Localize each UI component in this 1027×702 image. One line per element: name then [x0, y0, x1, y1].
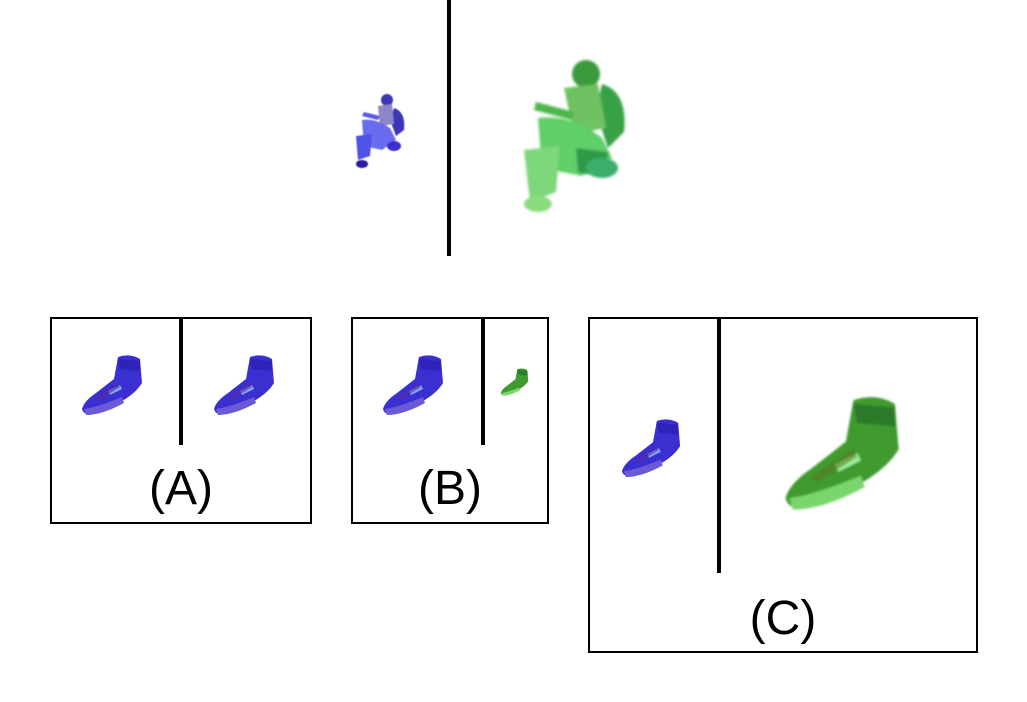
panel-a-label: (A) — [149, 462, 213, 515]
scooter-blue-figure — [356, 94, 405, 168]
panel-b-divider — [481, 319, 485, 445]
panel-b-right-shoe — [500, 368, 529, 396]
panel-b-left-shoe — [383, 355, 443, 415]
panel-c-label: (C) — [749, 592, 817, 645]
panel-c-right-shoe — [785, 397, 899, 510]
top-divider — [447, 0, 451, 256]
panel-c-left-shoe — [621, 419, 681, 478]
panel-a-divider — [179, 319, 183, 445]
panel-c: (C) — [588, 317, 978, 653]
panel-a: (A) — [50, 317, 312, 524]
scooter-green-figure — [524, 60, 625, 212]
panel-a-left-shoe — [82, 355, 142, 415]
panel-c-divider — [717, 319, 721, 573]
panel-b-label: (B) — [418, 462, 482, 515]
panel-b: (B) — [351, 317, 549, 524]
panel-a-right-shoe — [214, 355, 274, 415]
